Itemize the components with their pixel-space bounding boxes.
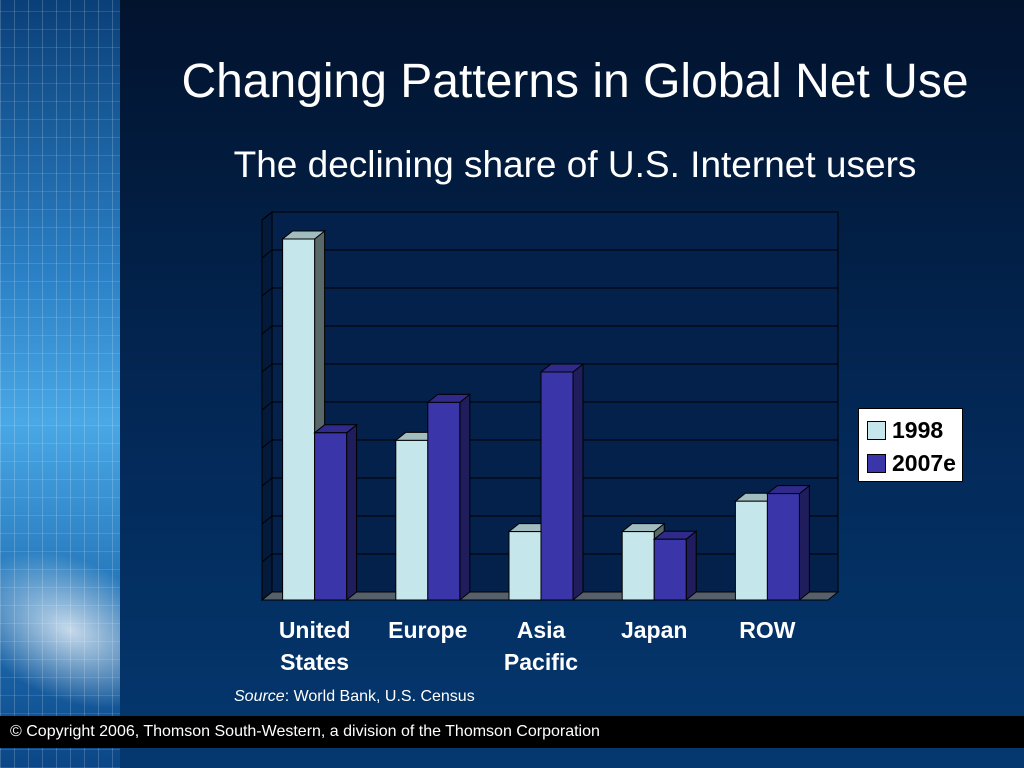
bar-2007e-united-states bbox=[314, 432, 348, 601]
category-label-japan: Japan bbox=[599, 614, 709, 646]
category-label-united-states: United States bbox=[260, 614, 370, 678]
gridline bbox=[261, 249, 838, 259]
category-label-line: States bbox=[280, 649, 350, 675]
decorative-sidebar bbox=[0, 0, 120, 768]
bar-2007e-japan bbox=[653, 538, 687, 601]
bar-2007e-europe bbox=[427, 401, 461, 601]
source-text: : World Bank, U.S. Census bbox=[284, 688, 475, 705]
category-label-europe: Europe bbox=[373, 614, 483, 646]
category-label-line: United bbox=[278, 617, 351, 643]
gridline bbox=[261, 515, 838, 525]
gridline bbox=[261, 477, 838, 487]
category-label-line: Japan bbox=[620, 617, 688, 643]
bar-side-2007e-asia-pacific bbox=[572, 362, 584, 602]
legend-swatch-1998 bbox=[867, 421, 886, 440]
bar-2007e-asia-pacific bbox=[540, 371, 574, 601]
source-note: Source: World Bank, U.S. Census bbox=[234, 688, 475, 706]
category-label-asia-pacific: Asia Pacific bbox=[486, 614, 596, 678]
bar-1998-asia-pacific bbox=[508, 531, 542, 601]
legend-label-1998: 1998 bbox=[892, 417, 944, 443]
bar-1998-united-states bbox=[282, 238, 316, 601]
bar-1998-row bbox=[734, 500, 768, 601]
category-label-line: Pacific bbox=[503, 649, 579, 675]
bar-1998-japan bbox=[621, 531, 655, 601]
copyright-footer: © Copyright 2006, Thomson South-Western,… bbox=[0, 716, 1024, 748]
category-label-line: Europe bbox=[388, 617, 468, 643]
bar-2007e-row bbox=[766, 493, 800, 601]
bar-side-2007e-japan bbox=[685, 530, 697, 602]
bar-side-2007e-europe bbox=[459, 393, 471, 602]
gridline bbox=[261, 287, 838, 297]
slide-title: Changing Patterns in Global Net Use bbox=[181, 55, 969, 108]
slide-subtitle: The declining share of U.S. Internet use… bbox=[233, 144, 917, 185]
gridline bbox=[261, 401, 838, 411]
gridline bbox=[261, 363, 838, 373]
legend-item-2007e: 2007e bbox=[867, 447, 962, 480]
bar-1998-europe bbox=[395, 439, 429, 601]
chart-legend: 1998 2007e bbox=[858, 408, 963, 482]
gridline bbox=[261, 325, 838, 335]
gridline bbox=[261, 211, 838, 221]
legend-swatch-2007e bbox=[867, 454, 886, 473]
category-label-line: ROW bbox=[739, 617, 796, 643]
category-label-line: Asia bbox=[516, 617, 566, 643]
legend-label-2007e: 2007e bbox=[892, 450, 956, 476]
gridline bbox=[261, 439, 838, 449]
bar-side-2007e-united-states bbox=[346, 423, 358, 602]
bar-side-2007e-row bbox=[798, 484, 810, 602]
category-label-row: ROW bbox=[712, 614, 822, 646]
legend-item-1998: 1998 bbox=[867, 414, 962, 447]
source-label: Source bbox=[234, 688, 285, 705]
